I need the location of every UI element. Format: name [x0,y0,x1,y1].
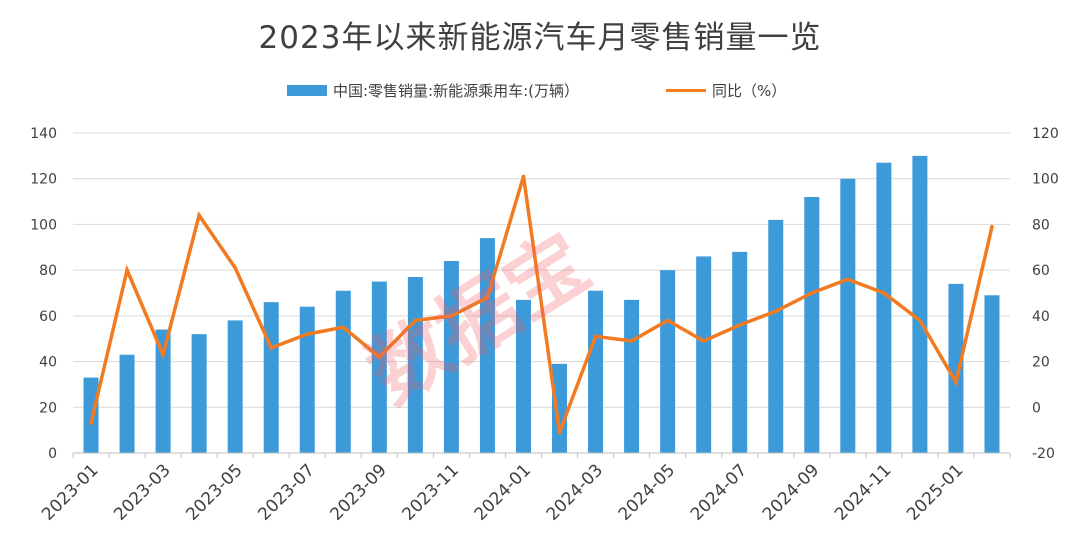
yoy-line [89,175,994,434]
y-left-tick-label: 40 [39,355,57,371]
bar [912,155,928,453]
yoy-point [341,325,346,330]
yoy-point [846,277,850,282]
y-right-tick-label: 60 [1032,263,1050,279]
bar [335,290,351,453]
bar [155,329,171,453]
bar [83,377,99,453]
legend-line-label: 同比（%） [712,82,787,100]
bar [696,256,712,453]
legend-bar-label: 中国:零售销量:新能源乘用车:(万辆） [333,82,580,100]
bar-series [83,155,1000,453]
bar [407,277,423,453]
x-tick-label: 2024-03 [543,460,607,524]
bar [552,363,568,453]
yoy-point [809,291,814,295]
yoy-point [557,430,562,435]
bar [876,162,892,453]
yoy-point [954,380,958,384]
bar [191,334,207,453]
bar [299,306,315,453]
x-tick-label: 2024-09 [759,460,823,524]
bar [227,320,243,453]
bar [840,178,856,453]
yoy-point [701,339,706,343]
x-tick-label: 2023-11 [399,460,463,524]
bar [479,238,495,453]
x-tick-label: 2023-03 [110,460,174,524]
yoy-point [918,318,922,323]
bar [263,302,279,453]
legend-item-line: 同比（%） [666,80,786,101]
bar [515,299,531,453]
legend-line-swatch [666,89,706,92]
y-right-tick-label: 80 [1032,217,1050,233]
yoy-point [485,295,490,300]
bar [804,197,820,453]
yoy-point [233,266,237,270]
yoy-point [377,355,382,359]
x-tick-label: 2023-09 [326,460,390,524]
y-left-tick-label: 140 [30,126,57,142]
x-tick-label: 2024-11 [831,460,895,524]
legend: 中国:零售销量:新能源乘用车:(万辆） 同比（%） [0,80,1080,104]
yoy-point [161,352,165,357]
chart-title: 2023年以来新能源汽车月零售销量一览 [258,20,822,56]
y-left-tick-label: 20 [39,400,57,416]
yoy-point [773,309,778,314]
yoy-point [882,291,886,295]
bar [588,290,604,453]
yoy-point [449,314,454,318]
yoy-point [629,339,634,343]
y-right-tick-label: -20 [1032,446,1055,462]
x-tick-label: 2023-07 [254,460,318,524]
y-left-tick-label: 0 [48,446,57,462]
yoy-point [665,318,670,323]
y-right-tick-label: 0 [1032,400,1041,416]
yoy-point [737,323,742,327]
bar [371,281,387,453]
x-tick-label: 2025-01 [903,460,967,524]
bar [732,251,748,453]
x-tick-label: 2024-07 [687,460,751,524]
x-tick-label: 2024-05 [615,460,679,524]
bar [443,261,459,453]
line-series [89,174,994,435]
legend-bar-swatch [287,85,327,96]
x-tick-label: 2024-01 [471,460,535,524]
legend-item-bar: 中国:零售销量:新能源乘用车:(万辆） [287,80,579,101]
bar [660,270,676,453]
y-right-tick-label: 100 [1032,172,1059,188]
bar [624,299,640,453]
yoy-point [593,334,598,339]
bar [984,295,1000,453]
yoy-point [413,318,418,323]
y-left-tick-label: 120 [30,172,57,188]
y-right-tick-label: 20 [1032,355,1050,371]
yoy-point [990,224,994,229]
bar [119,354,135,453]
y-left-tick-label: 80 [39,263,57,279]
yoy-point [89,421,93,426]
yoy-point [521,174,526,179]
y-right-tick-label: 120 [1032,126,1059,142]
y-left-tick-label: 100 [30,217,57,233]
yoy-point [305,332,310,336]
yoy-point [269,346,274,350]
bar [768,219,784,453]
yoy-point [197,213,201,218]
yoy-point [125,268,129,272]
bar [948,283,964,453]
x-tick-label: 2023-05 [182,460,246,524]
x-tick-label: 2023-01 [38,460,102,524]
y-left-tick-label: 60 [39,309,57,325]
y-right-tick-label: 40 [1032,309,1050,325]
